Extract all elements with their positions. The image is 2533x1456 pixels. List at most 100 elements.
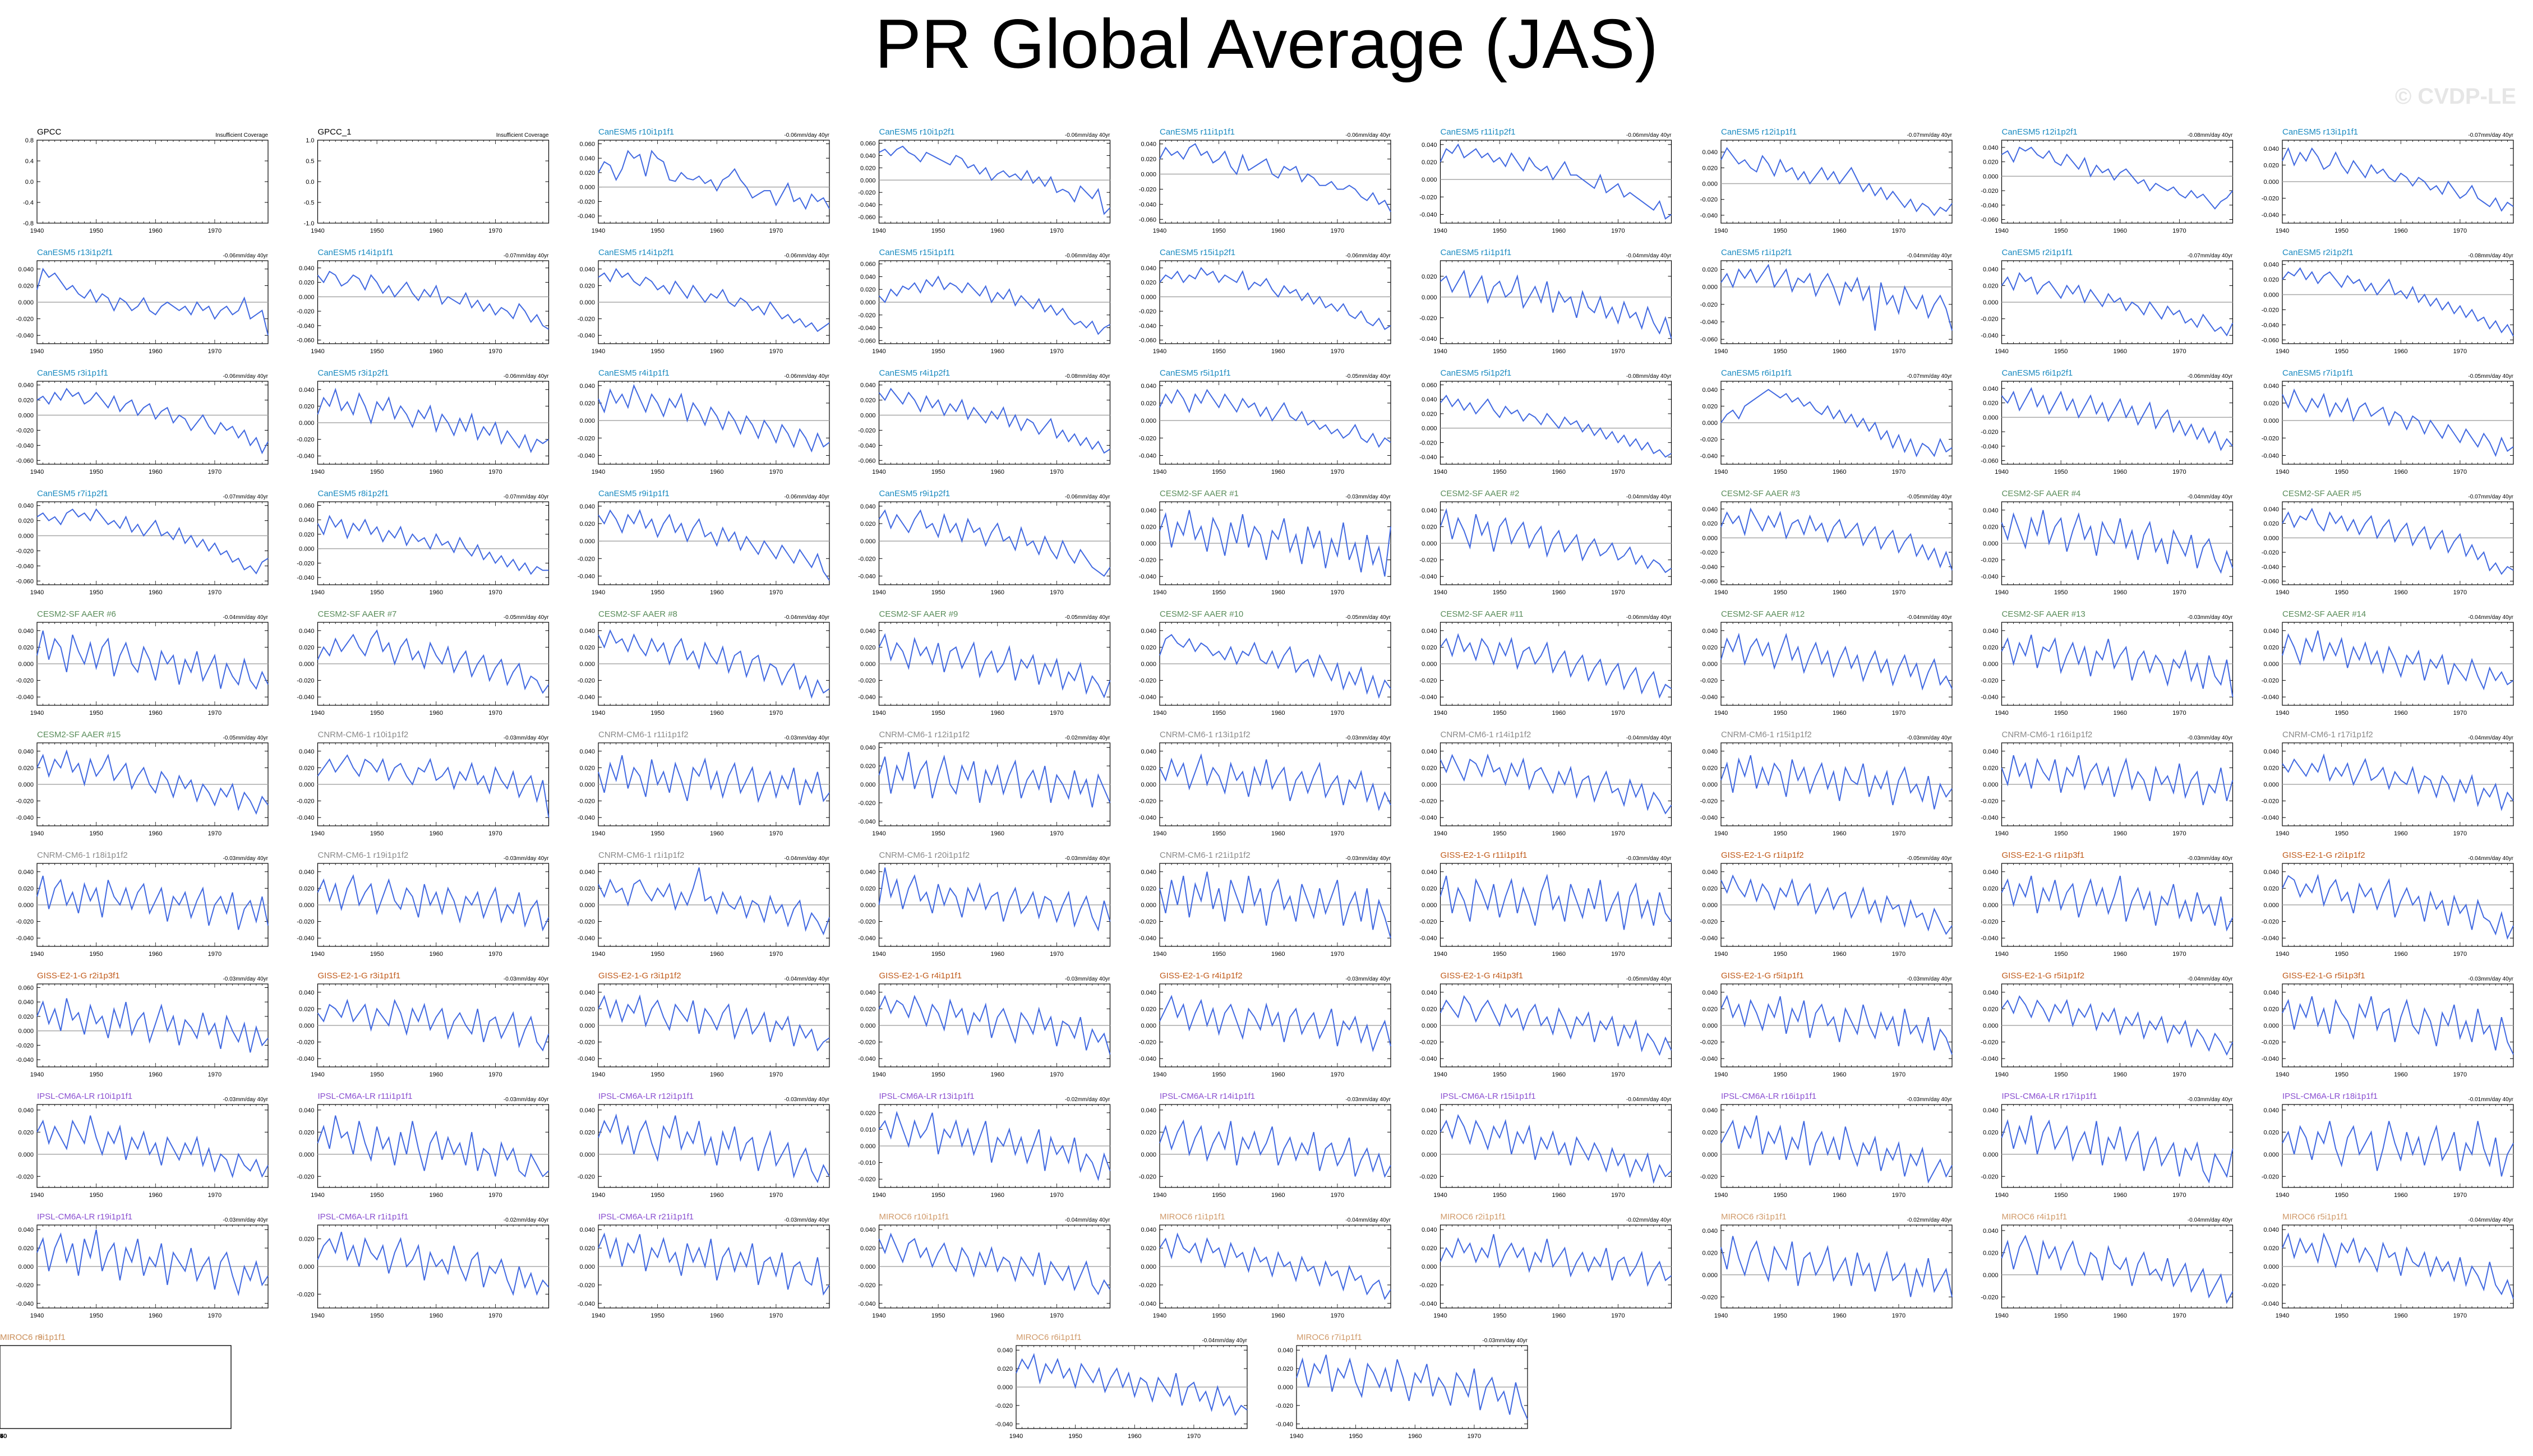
panel-title: CanESM5 r2i1p2f1 bbox=[2282, 248, 2354, 257]
chart-panel: CanESM5 r2i1p2f1 -0.08mm/day 40yr 0.040 0.0… bbox=[2262, 248, 2514, 355]
x-tick-label: 1960 bbox=[1552, 589, 1566, 596]
trend-label: -0.04mm/day 40yr bbox=[1907, 614, 1952, 621]
x-tick-label: 1960 bbox=[991, 710, 1004, 717]
trend-label: -0.07mm/day 40yr bbox=[504, 253, 549, 259]
trend-label: -0.05mm/day 40yr bbox=[2468, 373, 2513, 380]
y-tick-label: -0.060 bbox=[858, 214, 875, 221]
chart-panel: GPCC_1 Insufficient Coverage 1.0 0.5 0.0 -0.5… bbox=[304, 127, 550, 234]
x-tick-label: 1960 bbox=[710, 710, 723, 717]
x-tick-label: 1950 bbox=[2334, 710, 2348, 717]
y-tick-label: -0.020 bbox=[16, 316, 34, 323]
x-tick-label: 1960 bbox=[1552, 348, 1566, 355]
chart-panel: CESM2-SF AAER #13 -0.03mm/day 40yr 0.040 0.… bbox=[1981, 609, 2234, 717]
y-tick-label: 0.040 bbox=[1422, 142, 1437, 149]
y-tick-label: -0.040 bbox=[578, 452, 595, 459]
x-tick-label: 1940 bbox=[311, 589, 324, 596]
x-tick-label: 1960 bbox=[1271, 469, 1285, 475]
x-tick-label: 1950 bbox=[1212, 228, 1225, 234]
y-tick-label: 0.020 bbox=[1422, 274, 1437, 280]
x-tick-label: 1960 bbox=[430, 348, 443, 355]
trend-label: -0.06mm/day 40yr bbox=[784, 494, 829, 500]
y-tick-label: -1.0 bbox=[304, 220, 315, 227]
series-line bbox=[1159, 510, 1391, 577]
y-tick-label: 0.040 bbox=[1702, 628, 1718, 635]
x-tick-label: 1940 bbox=[311, 469, 324, 475]
x-tick-label: 1960 bbox=[2114, 710, 2127, 717]
x-tick-label: 1940 bbox=[1995, 469, 2008, 475]
trend-label: -0.05mm/day 40yr bbox=[504, 614, 549, 621]
panel-title: CanESM5 r15i1p1f1 bbox=[879, 248, 955, 257]
x-tick-label: 1970 bbox=[1050, 589, 1063, 596]
y-tick-label: -0.020 bbox=[1139, 308, 1156, 315]
chart-panel: CanESM5 r8i1p2f1 -0.07mm/day 40yr 0.060 0.0… bbox=[297, 489, 549, 596]
x-tick-label: 1960 bbox=[149, 348, 162, 355]
y-tick-label: -0.060 bbox=[1139, 216, 1156, 223]
y-tick-label: -0.060 bbox=[2262, 579, 2279, 585]
y-tick-label: -0.4 bbox=[23, 200, 34, 206]
panel-title: CESM2-SF AAER #13 bbox=[2002, 609, 2086, 619]
panel-title: CESM2-SF AAER #14 bbox=[2282, 609, 2366, 619]
y-tick-label: 0.040 bbox=[579, 628, 595, 635]
x-tick-label: 1960 bbox=[1833, 228, 1846, 234]
x-tick-label: 1940 bbox=[872, 348, 885, 355]
page-title: PR Global Average (JAS) bbox=[875, 6, 1658, 83]
y-tick-label: 0.020 bbox=[860, 644, 876, 651]
y-tick-label: 0.000 bbox=[1141, 661, 1156, 668]
x-tick-label: 1970 bbox=[488, 830, 502, 837]
plot-frame bbox=[36, 381, 269, 465]
chart-panel: CESM2-SF AAER #7 -0.05mm/day 40yr 0.040 0.0… bbox=[297, 609, 550, 717]
y-tick-label: 0.000 bbox=[18, 533, 34, 540]
panel-title: CanESM5 r6i1p1f1 bbox=[1721, 368, 1792, 378]
x-tick-label: 1950 bbox=[931, 228, 945, 234]
panel-title: CanESM5 r11i1p1f1 bbox=[1160, 127, 1235, 137]
y-tick-label: 0.000 bbox=[860, 299, 876, 306]
trend-label: -0.07mm/day 40yr bbox=[2468, 494, 2513, 500]
x-tick-label: 1960 bbox=[710, 469, 723, 475]
y-tick-label: -0.040 bbox=[2262, 452, 2279, 459]
x-tick-label: 1970 bbox=[1892, 589, 1905, 596]
y-tick-label: -0.020 bbox=[1700, 197, 1718, 204]
y-tick-label: -0.020 bbox=[578, 316, 595, 323]
x-tick-label: 1960 bbox=[2114, 228, 2127, 234]
y-tick-label: 0.4 bbox=[25, 158, 34, 165]
y-tick-label: -0.020 bbox=[1139, 678, 1156, 685]
trend-label: -0.05mm/day 40yr bbox=[1345, 614, 1391, 621]
series-line bbox=[2001, 510, 2234, 574]
panel-title: CESM2-SF AAER #2 bbox=[1441, 489, 1520, 498]
x-tick-label: 1950 bbox=[650, 589, 664, 596]
y-tick-label: 0.020 bbox=[1141, 644, 1156, 651]
x-tick-label: 1950 bbox=[2054, 348, 2068, 355]
y-tick-label: 0.020 bbox=[2263, 277, 2279, 284]
y-tick-label: 0.020 bbox=[2263, 644, 2279, 651]
x-tick-label: 1940 bbox=[592, 228, 605, 234]
y-tick-label: -0.020 bbox=[16, 678, 34, 685]
y-tick-label: 0.000 bbox=[299, 420, 315, 427]
x-tick-label: 1970 bbox=[488, 228, 502, 234]
trend-label: -0.03mm/day 40yr bbox=[504, 735, 549, 741]
series-line bbox=[1720, 632, 1953, 691]
trend-label: -0.04mm/day 40yr bbox=[1626, 253, 1672, 259]
panel-title: CanESM5 r10i1p2f1 bbox=[879, 127, 955, 137]
x-tick-label: 1940 bbox=[872, 589, 885, 596]
y-tick-label: 0.020 bbox=[299, 644, 315, 651]
trend-label: -0.06mm/day 40yr bbox=[1345, 253, 1391, 259]
x-tick-label: 1940 bbox=[1714, 589, 1728, 596]
x-tick-label: 1970 bbox=[1050, 228, 1063, 234]
series-line bbox=[1439, 143, 1672, 220]
y-tick-label: 0.020 bbox=[1983, 400, 1999, 407]
y-tick-label: 0.040 bbox=[1983, 145, 1999, 151]
trend-label: -0.06mm/day 40yr bbox=[784, 132, 829, 138]
x-tick-label: 1950 bbox=[1773, 228, 1787, 234]
plot-frame bbox=[1159, 381, 1391, 465]
x-tick-label: 1950 bbox=[1773, 469, 1787, 475]
x-tick-label: 1950 bbox=[370, 348, 384, 355]
trend-label: -0.06mm/day 40yr bbox=[1345, 132, 1391, 138]
chart-panel: CNRM-CM6-1 r10i1p1f2 -0.03mm/day 40yr 0.04… bbox=[297, 730, 550, 837]
y-tick-label: 0.020 bbox=[18, 518, 34, 525]
x-tick-label: 1950 bbox=[1773, 710, 1787, 717]
y-tick-label: 0.020 bbox=[1422, 159, 1437, 166]
series-line bbox=[598, 509, 830, 581]
chart-panel: CanESM5 r15i1p1f1 -0.06mm/day 40yr 0.060 0.… bbox=[858, 248, 1110, 355]
x-tick-label: 1970 bbox=[769, 710, 783, 717]
series-line bbox=[2001, 146, 2234, 210]
